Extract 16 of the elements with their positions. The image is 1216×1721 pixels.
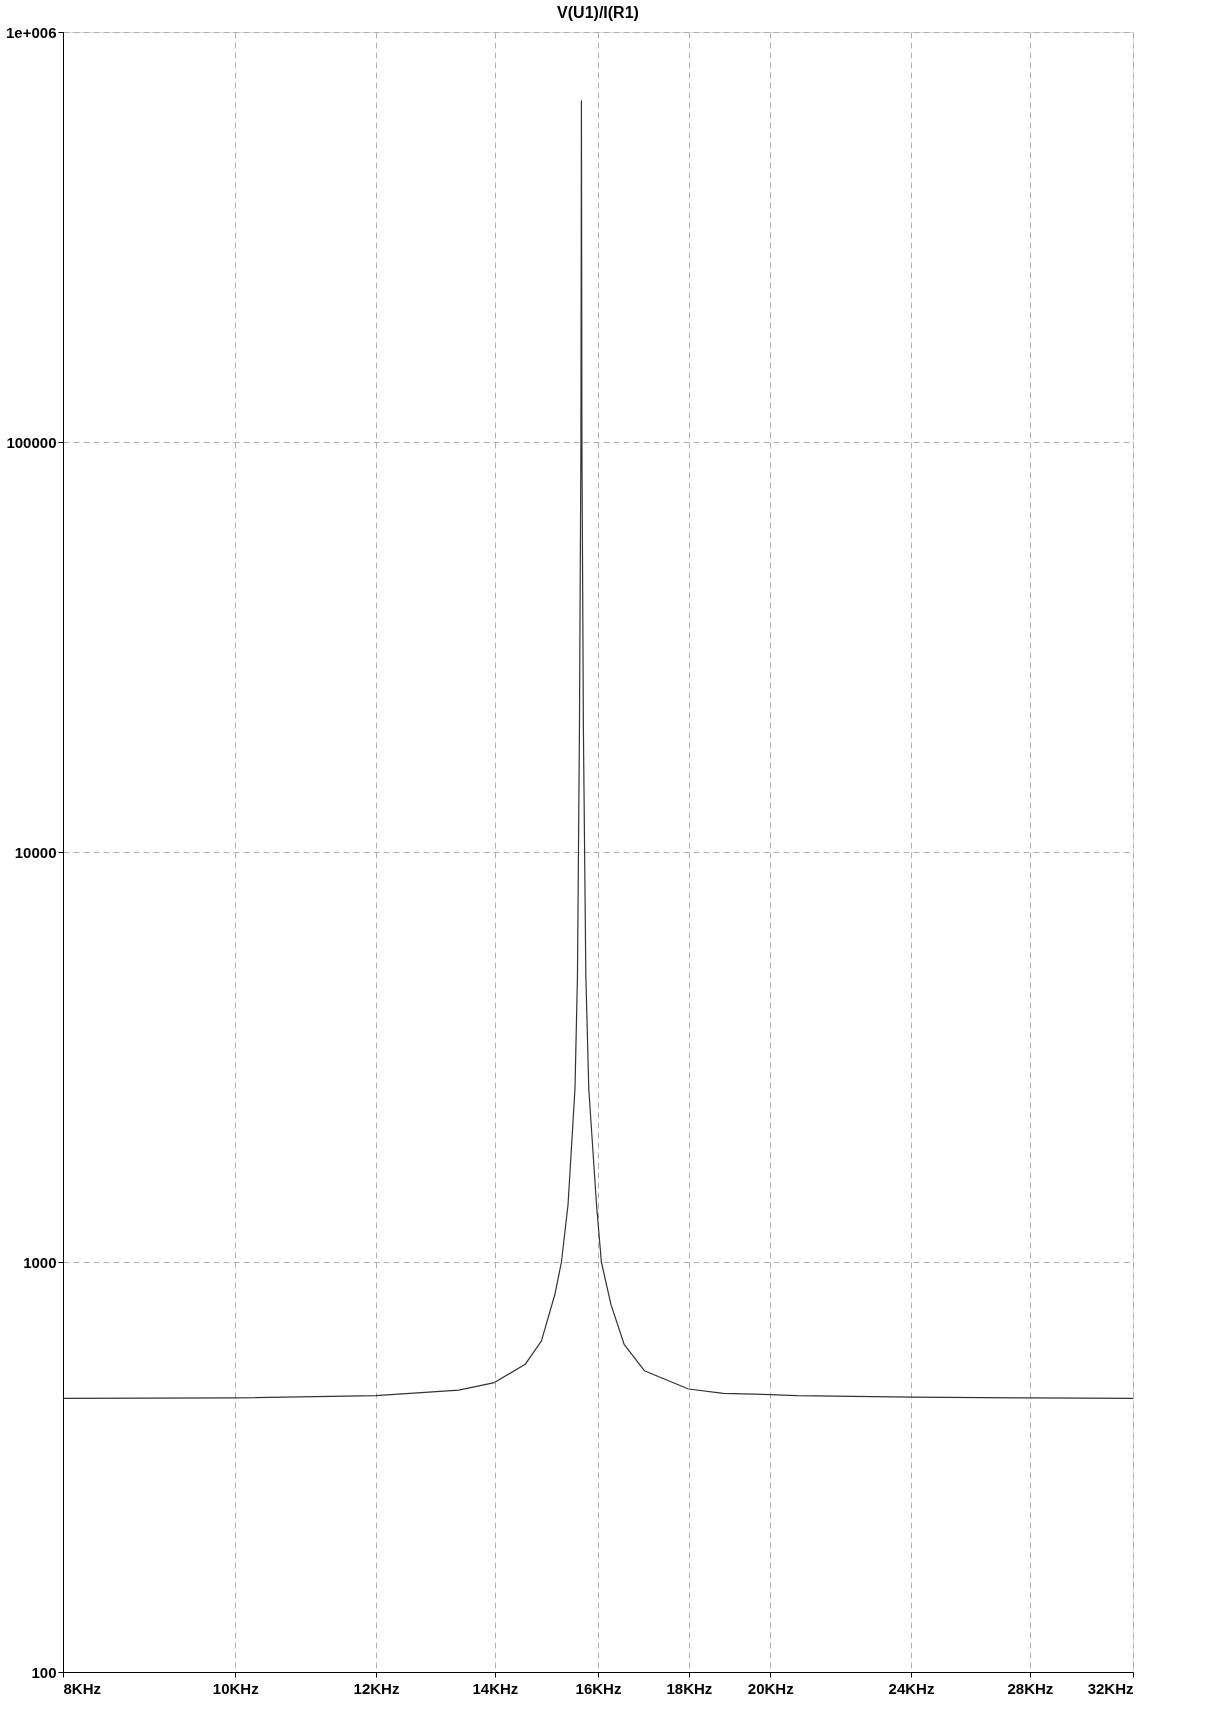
x-tick-label: 24KHz — [888, 1679, 935, 1697]
x-tick-label: 18KHz — [666, 1679, 713, 1697]
x-tick-label: 16KHz — [575, 1679, 622, 1697]
x-tick-label: 32KHz — [1087, 1679, 1134, 1697]
y-tick-label: 10000 — [14, 843, 57, 861]
y-tick-label: 1000 — [23, 1253, 57, 1271]
x-tick-label: 14KHz — [472, 1679, 519, 1697]
y-tick-label: 100 — [31, 1663, 57, 1681]
x-tick-label: 20KHz — [747, 1679, 794, 1697]
x-tick-label: 10KHz — [212, 1679, 259, 1697]
y-tick-label: 1e+006 — [6, 23, 57, 41]
x-tick-label: 12KHz — [353, 1679, 400, 1697]
x-tick-label: 8KHz — [63, 1679, 102, 1697]
y-tick-label: 100000 — [6, 433, 57, 451]
x-tick-label: 28KHz — [1007, 1679, 1054, 1697]
chart-title: V(U1)/I(R1) — [557, 4, 639, 21]
